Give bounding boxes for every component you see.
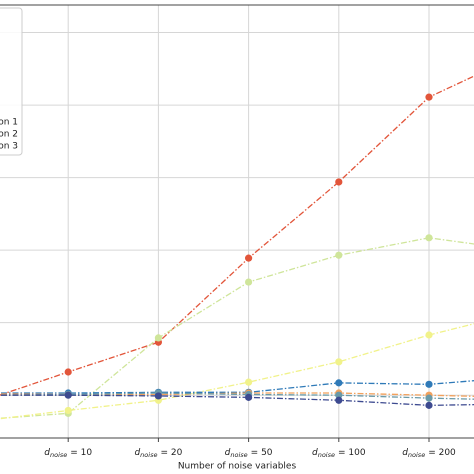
point (335, 396, 343, 404)
tick-subscript: noise (140, 451, 157, 459)
tick-subscript: noise (408, 451, 425, 459)
x-tick-label: dnoise = 100 (312, 448, 366, 460)
tick-subscript: noise (230, 451, 247, 459)
legend-label: on 3 (0, 142, 18, 152)
x-tick-label: dnoise = 200 (402, 448, 456, 460)
legend-box (0, 7, 23, 156)
tick-symbol: d (225, 448, 231, 458)
tick-subscript: noise (318, 451, 335, 459)
point (64, 406, 72, 415)
point (335, 358, 343, 366)
point (425, 331, 433, 339)
tick-value: = 10 (70, 448, 92, 458)
series-line (0, 323, 474, 420)
x-axis-label: Number of noise variables (178, 462, 297, 472)
point (425, 93, 433, 101)
point (425, 401, 433, 409)
x-tick-label: dnoise = 20 (134, 448, 182, 460)
tick-symbol: d (134, 448, 140, 458)
legend-label: on 1 (0, 118, 18, 128)
point (335, 178, 343, 186)
point (335, 379, 343, 387)
x-tick-label: dnoise = 10 (44, 448, 92, 460)
series-line (0, 75, 474, 396)
tick-value: = 200 (428, 448, 456, 458)
legend-label: on 2 (0, 130, 18, 140)
point (245, 254, 253, 262)
x-tick-label: dnoise = 50 (225, 448, 273, 460)
tick-value: = 20 (160, 448, 182, 458)
tick-value: = 100 (338, 448, 366, 458)
tick-value: = 50 (251, 448, 273, 458)
tick-symbol: d (44, 448, 50, 458)
point (245, 378, 253, 386)
point (425, 234, 433, 242)
point (245, 278, 253, 286)
point (154, 392, 162, 400)
point (64, 368, 72, 376)
point (425, 394, 433, 402)
point (154, 334, 162, 342)
tick-symbol: d (402, 448, 408, 458)
tick-symbol: d (312, 448, 318, 458)
point (335, 251, 343, 259)
point (425, 380, 433, 388)
tick-subscript: noise (50, 451, 67, 459)
point (64, 391, 72, 399)
point (335, 391, 343, 399)
point (245, 393, 253, 401)
